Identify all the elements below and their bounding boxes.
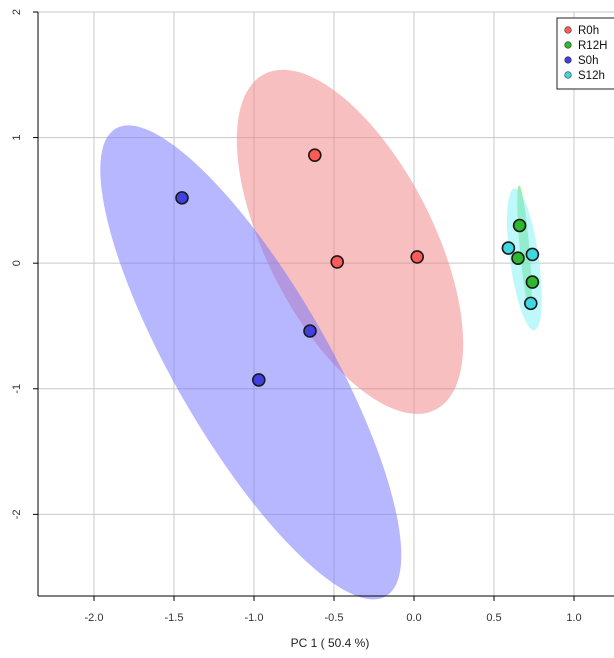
point-r12h	[512, 218, 527, 233]
x-axis-title: PC 1 ( 50.4 %)	[291, 636, 370, 650]
x-tick-label: -1.5	[165, 612, 184, 624]
legend-swatch-s0h	[564, 56, 572, 64]
point-r0h	[307, 148, 322, 162]
point-s12h	[501, 241, 516, 255]
x-axis-ticks: -2.0 -1.5 -1.0 -0.5 0.0 0.5 1.0	[85, 596, 582, 624]
legend-label-s12h: S12h	[578, 70, 605, 82]
x-tick-label: -1.0	[245, 612, 264, 624]
ellipse-r0h	[236, 69, 464, 414]
legend-label-s0h: S0h	[578, 55, 598, 67]
point-s0h	[303, 324, 317, 338]
legend-label-r0h: R0h	[578, 25, 599, 37]
y-tick-label: 0	[11, 260, 23, 266]
point-s12h	[525, 247, 540, 262]
point-r0h	[410, 250, 425, 264]
x-tick-label: -0.5	[325, 612, 344, 624]
point-s12h	[523, 296, 538, 311]
plot-frame	[37, 12, 614, 597]
y-tick-label: 1	[11, 135, 23, 141]
legend-label-r12h: R12H	[578, 40, 607, 52]
point-r12h	[525, 275, 540, 289]
x-tick-label: 0.5	[486, 612, 501, 624]
point-r12h	[511, 251, 525, 265]
point-r0h	[330, 255, 345, 269]
y-tick-label: -2	[11, 509, 23, 519]
ellipse-s0h	[100, 125, 402, 600]
point-s0h	[175, 191, 189, 205]
legend: R0h R12H S0h S12h	[556, 17, 614, 90]
data-points	[175, 148, 540, 387]
legend-swatch-r12h	[564, 41, 572, 49]
x-tick-label: 0.0	[406, 612, 421, 624]
y-axis-ticks: 2 1 0 -1 -2	[11, 9, 38, 519]
legend-swatch-s12h	[564, 71, 572, 79]
point-s0h	[251, 373, 266, 387]
y-tick-label: -1	[11, 384, 23, 394]
x-tick-label: 1.0	[566, 612, 581, 624]
y-tick-label: 2	[11, 9, 23, 15]
legend-swatch-r0h	[564, 26, 572, 34]
x-tick-label: -2.0	[85, 612, 104, 624]
